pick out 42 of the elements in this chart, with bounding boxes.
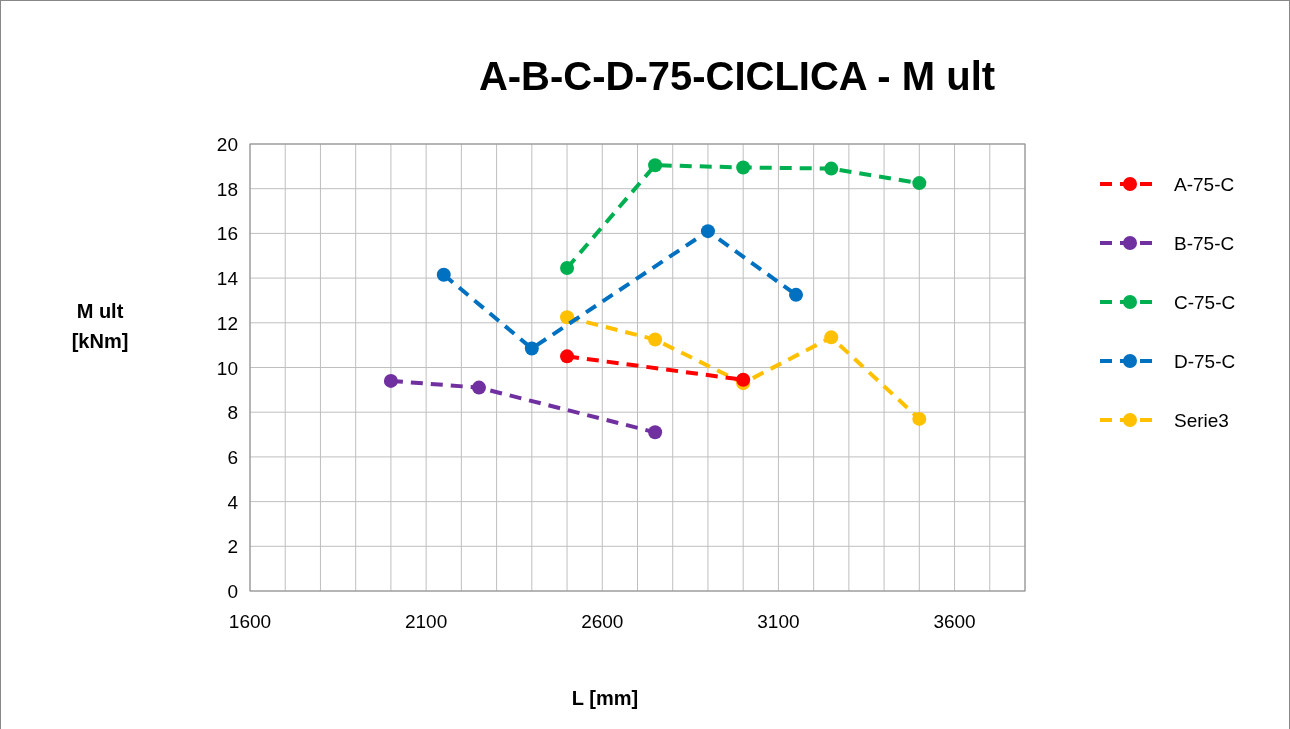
- point: [824, 161, 839, 176]
- y-tick-label: 14: [216, 268, 239, 290]
- y-axis-title: M ult [kNm]: [71, 300, 129, 352]
- y-tick-label: 0: [227, 581, 238, 602]
- point: [736, 372, 751, 387]
- point: [736, 160, 751, 175]
- y-tick-label: 8: [227, 402, 238, 424]
- y-tick-label: 4: [227, 491, 239, 513]
- point: [524, 341, 539, 356]
- legend-label: D-75-C: [1174, 351, 1236, 372]
- legend-label: Serie3: [1174, 410, 1229, 431]
- y-tick-label: 10: [216, 357, 238, 379]
- y-tick-label: 18: [216, 178, 238, 200]
- point: [436, 267, 451, 282]
- point: [789, 287, 804, 302]
- point: [648, 425, 663, 440]
- y-tick-label: 16: [216, 223, 238, 245]
- x-tick-label: 1600: [228, 611, 272, 632]
- x-tick-label: 2600: [581, 611, 624, 632]
- point: [912, 411, 927, 426]
- point: [560, 310, 575, 325]
- point: [824, 330, 839, 345]
- x-axis-title: L [mm]: [571, 687, 639, 709]
- y-tick-label: 2: [227, 536, 238, 558]
- legend-label: B-75-C: [1174, 233, 1235, 254]
- y-tick-label: 6: [227, 446, 238, 468]
- chart-title: A-B-C-D-75-CICLICA - M ult: [478, 54, 996, 98]
- point: [648, 332, 663, 347]
- x-tick-label: 3100: [757, 611, 800, 632]
- point: [700, 224, 715, 239]
- x-tick-label: 3600: [933, 611, 976, 632]
- point: [560, 349, 575, 364]
- point: [471, 380, 486, 395]
- y-tick-label: 20: [216, 134, 238, 155]
- legend-label: A-75-C: [1174, 174, 1235, 195]
- point: [648, 158, 663, 173]
- legend-label: C-75-C: [1174, 292, 1236, 313]
- y-tick-label: 12: [216, 312, 238, 334]
- point: [560, 261, 575, 276]
- x-tick-label: 2100: [405, 611, 448, 632]
- point: [383, 373, 398, 388]
- point: [912, 176, 927, 191]
